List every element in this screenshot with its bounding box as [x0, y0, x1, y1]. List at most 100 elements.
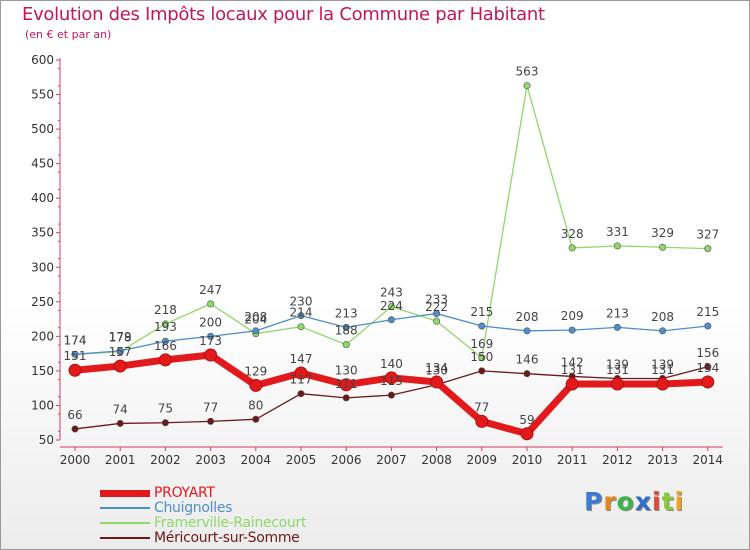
- x-tick-label: 2004: [241, 453, 272, 467]
- data-label-proyart: 130: [335, 364, 358, 378]
- data-point-chuignolles: [433, 310, 441, 318]
- data-point-chuignolles: [252, 327, 260, 335]
- x-tick-label: 2001: [105, 453, 136, 467]
- data-point-m-ricourt-sur-somme: [478, 367, 486, 375]
- y-tick-label: 450: [31, 157, 54, 171]
- data-label-framerville-rainecourt: 188: [335, 324, 358, 338]
- data-point-chuignolles: [704, 322, 712, 330]
- data-label-m-ricourt-sur-somme: 115: [380, 374, 403, 388]
- data-point-framerville-rainecourt: [207, 300, 215, 308]
- data-point-proyart: [430, 375, 444, 389]
- legend-item: Framerville-Rainecourt: [100, 515, 360, 531]
- data-label-m-ricourt-sur-somme: 142: [561, 355, 584, 369]
- y-tick-label: 550: [31, 88, 54, 102]
- data-label-framerville-rainecourt: 243: [380, 286, 403, 300]
- data-label-m-ricourt-sur-somme: 139: [651, 358, 674, 372]
- data-label-m-ricourt-sur-somme: 117: [290, 373, 313, 387]
- data-point-proyart: [475, 414, 489, 428]
- x-tick-label: 2013: [647, 453, 678, 467]
- data-point-m-ricourt-sur-somme: [523, 370, 531, 378]
- data-point-framerville-rainecourt: [387, 303, 395, 311]
- data-point-proyart: [520, 427, 534, 441]
- data-label-proyart: 131: [606, 363, 629, 377]
- data-point-framerville-rainecourt: [704, 245, 712, 253]
- legend-swatch: [100, 537, 150, 539]
- data-label-proyart: 151: [64, 349, 87, 363]
- data-point-framerville-rainecourt: [342, 341, 350, 349]
- y-tick-label: 500: [31, 122, 54, 136]
- data-label-m-ricourt-sur-somme: 150: [470, 350, 493, 364]
- x-tick-label: 2000: [60, 453, 91, 467]
- data-point-chuignolles: [523, 327, 531, 335]
- data-label-framerville-rainecourt: 247: [199, 283, 222, 297]
- data-label-chuignolles: 213: [335, 306, 358, 320]
- data-label-framerville-rainecourt: 329: [651, 226, 674, 240]
- data-label-framerville-rainecourt: 214: [290, 306, 313, 320]
- y-tick-label: 300: [31, 260, 54, 274]
- data-label-m-ricourt-sur-somme: 74: [113, 402, 128, 416]
- data-label-m-ricourt-sur-somme: 77: [203, 400, 218, 414]
- data-label-framerville-rainecourt: 174: [64, 333, 87, 347]
- data-label-chuignolles: 230: [290, 295, 313, 309]
- data-label-chuignolles: 208: [651, 310, 674, 324]
- legend-label: Méricourt-sur-Somme: [154, 530, 300, 546]
- data-label-framerville-rainecourt: 204: [244, 313, 267, 327]
- data-label-proyart: 140: [380, 357, 403, 371]
- data-point-proyart: [656, 377, 670, 391]
- data-point-chuignolles: [568, 326, 576, 334]
- data-label-m-ricourt-sur-somme: 156: [696, 346, 719, 360]
- data-label-chuignolles: 208: [244, 310, 267, 324]
- data-point-proyart: [204, 348, 218, 362]
- data-point-framerville-rainecourt: [613, 242, 621, 250]
- data-label-m-ricourt-sur-somme: 75: [158, 402, 173, 416]
- x-tick-label: 2009: [467, 453, 498, 467]
- data-point-m-ricourt-sur-somme: [387, 391, 395, 399]
- y-tick-label: 250: [31, 295, 54, 309]
- y-tick-label: 600: [31, 53, 54, 67]
- data-label-chuignolles: 174: [64, 333, 87, 347]
- legend-item: Méricourt-sur-Somme: [100, 530, 360, 546]
- data-label-chuignolles: 224: [380, 299, 403, 313]
- data-point-chuignolles: [387, 316, 395, 324]
- data-label-m-ricourt-sur-somme: 111: [335, 377, 358, 391]
- data-point-m-ricourt-sur-somme: [116, 419, 124, 427]
- data-point-proyart: [294, 366, 308, 380]
- data-point-chuignolles: [71, 350, 79, 358]
- data-label-proyart: 129: [244, 364, 267, 378]
- x-tick-label: 2010: [512, 453, 543, 467]
- y-tick-label: 200: [31, 329, 54, 343]
- data-label-proyart: 173: [199, 334, 222, 348]
- data-point-framerville-rainecourt: [297, 323, 305, 331]
- x-tick-label: 2012: [602, 453, 633, 467]
- y-tick-label: 50: [39, 433, 54, 447]
- logo-letter: P: [584, 487, 604, 516]
- data-point-m-ricourt-sur-somme: [161, 419, 169, 427]
- data-label-proyart: 131: [561, 363, 584, 377]
- data-point-m-ricourt-sur-somme: [252, 415, 260, 423]
- data-label-proyart: 77: [474, 400, 489, 414]
- x-tick-label: 2014: [693, 453, 724, 467]
- data-point-proyart: [113, 359, 127, 373]
- data-label-m-ricourt-sur-somme: 139: [606, 358, 629, 372]
- data-point-framerville-rainecourt: [433, 317, 441, 325]
- data-label-chuignolles: 233: [425, 293, 448, 307]
- data-label-chuignolles: 213: [606, 306, 629, 320]
- logo-letter: i: [652, 487, 662, 516]
- data-point-proyart: [68, 363, 82, 377]
- data-label-proyart: 157: [109, 345, 132, 359]
- data-label-proyart: 134: [425, 361, 448, 375]
- x-tick-label: 2007: [376, 453, 407, 467]
- data-point-chuignolles: [161, 337, 169, 345]
- legend-label: PROYART: [154, 485, 215, 501]
- data-point-chuignolles: [297, 312, 305, 320]
- data-point-proyart: [565, 377, 579, 391]
- data-label-framerville-rainecourt: 331: [606, 225, 629, 239]
- data-point-chuignolles: [116, 347, 124, 355]
- chart-legend: PROYART Chuignolles Framerville-Rainecourt…: [100, 485, 360, 546]
- data-label-framerville-rainecourt: 328: [561, 227, 584, 241]
- logo-letter: o: [616, 487, 635, 516]
- data-point-framerville-rainecourt: [523, 82, 531, 90]
- logo-letter: i: [674, 487, 685, 516]
- logo-letter: t: [661, 487, 675, 516]
